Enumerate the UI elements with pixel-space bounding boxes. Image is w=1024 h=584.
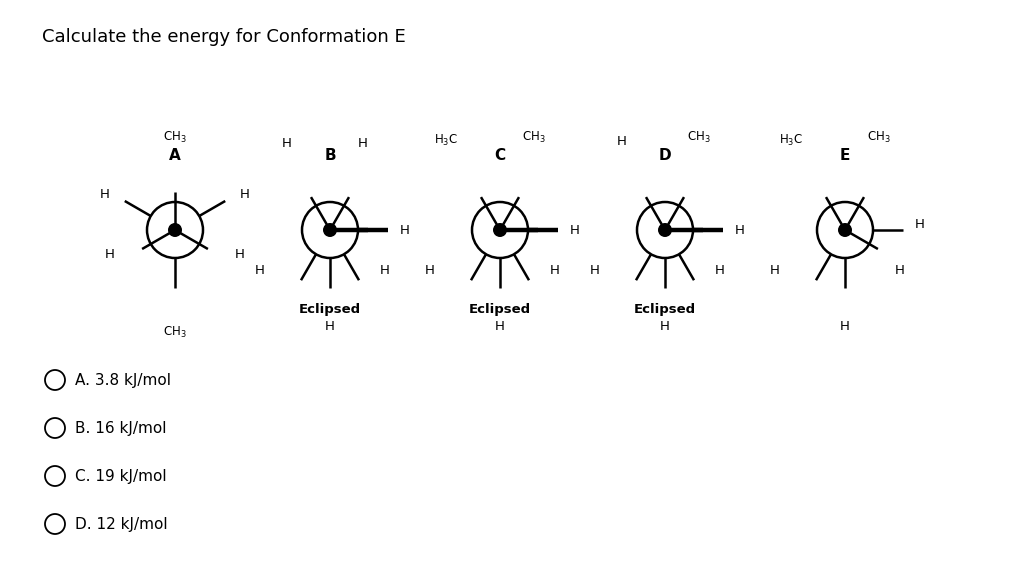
- Text: H: H: [283, 137, 292, 150]
- Text: CH$_3$: CH$_3$: [163, 130, 186, 145]
- Text: H: H: [617, 135, 627, 148]
- Text: H: H: [915, 218, 925, 231]
- Text: Eclipsed: Eclipsed: [634, 304, 696, 317]
- Text: H: H: [660, 320, 670, 333]
- Text: A: A: [169, 148, 181, 162]
- Text: Eclipsed: Eclipsed: [469, 304, 531, 317]
- Text: H: H: [105, 249, 115, 262]
- Text: H: H: [358, 137, 368, 150]
- Text: H: H: [495, 320, 505, 333]
- Text: B: B: [325, 148, 336, 162]
- Text: H: H: [550, 263, 560, 276]
- Text: CH$_3$: CH$_3$: [522, 130, 546, 145]
- Text: C. 19 kJ/mol: C. 19 kJ/mol: [75, 468, 167, 484]
- Text: Calculate the energy for Conformation E: Calculate the energy for Conformation E: [42, 28, 406, 46]
- Text: D. 12 kJ/mol: D. 12 kJ/mol: [75, 516, 168, 531]
- Text: E: E: [840, 148, 850, 162]
- Text: C: C: [495, 148, 506, 162]
- Text: H: H: [380, 263, 390, 276]
- Text: H: H: [715, 263, 725, 276]
- Circle shape: [168, 223, 182, 237]
- Circle shape: [658, 223, 672, 237]
- Text: H: H: [234, 249, 245, 262]
- Text: CH$_3$: CH$_3$: [687, 130, 711, 145]
- Text: H: H: [770, 263, 780, 276]
- Text: A. 3.8 kJ/mol: A. 3.8 kJ/mol: [75, 373, 171, 388]
- Text: H: H: [735, 224, 744, 237]
- Text: H: H: [895, 263, 905, 276]
- Text: H: H: [425, 263, 435, 276]
- Text: H: H: [325, 320, 335, 333]
- Text: B. 16 kJ/mol: B. 16 kJ/mol: [75, 420, 167, 436]
- Text: H: H: [100, 189, 110, 201]
- Text: H: H: [840, 320, 850, 333]
- Circle shape: [838, 223, 852, 237]
- Text: H: H: [255, 263, 265, 276]
- Text: H$_3$C: H$_3$C: [779, 133, 803, 148]
- Text: H: H: [570, 224, 580, 237]
- Text: Eclipsed: Eclipsed: [299, 304, 361, 317]
- Circle shape: [493, 223, 507, 237]
- Text: H: H: [240, 189, 250, 201]
- Text: CH$_3$: CH$_3$: [163, 325, 186, 340]
- Text: D: D: [658, 148, 672, 162]
- Text: CH$_3$: CH$_3$: [867, 130, 891, 145]
- Text: H$_3$C: H$_3$C: [434, 133, 458, 148]
- Circle shape: [323, 223, 337, 237]
- Text: H: H: [400, 224, 410, 237]
- Text: H: H: [590, 263, 600, 276]
